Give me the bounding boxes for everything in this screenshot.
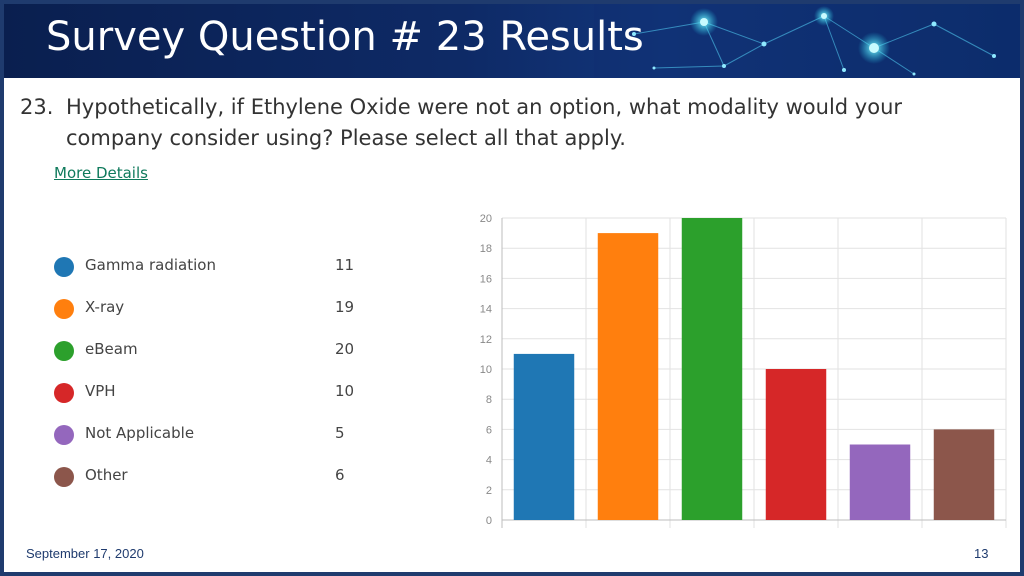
legend-label: Not Applicable	[85, 424, 195, 442]
legend-swatch	[54, 257, 74, 277]
legend-item: VPH 10	[52, 380, 372, 422]
y-tick-label: 18	[480, 243, 492, 255]
legend-label: VPH	[85, 382, 116, 400]
y-tick-label: 16	[480, 273, 492, 285]
page-number: 13	[974, 546, 989, 561]
y-tick-label: 4	[486, 455, 492, 467]
legend-item: Other 6	[52, 464, 372, 506]
legend-item: X-ray 19	[52, 296, 372, 338]
footer-date: September 17, 2020	[26, 546, 144, 561]
legend-count: 11	[335, 256, 355, 274]
title-banner: Survey Question # 23 Results	[4, 4, 1020, 78]
legend-count: 5	[335, 424, 345, 442]
legend: Gamma radiation 11 X-ray 19 eBeam 20 VPH…	[52, 254, 372, 506]
y-tick-label: 0	[486, 515, 492, 527]
y-tick-label: 12	[480, 334, 492, 346]
legend-count: 20	[335, 340, 355, 358]
question-text: Hypothetically, if Ethylene Oxide were n…	[66, 95, 903, 150]
y-tick-label: 14	[480, 304, 492, 316]
y-tick-label: 8	[486, 394, 492, 406]
bar-x-ray	[597, 233, 659, 520]
more-details-link[interactable]: More Details	[54, 164, 148, 182]
y-tick-label: 20	[480, 213, 492, 225]
bar-vph	[765, 369, 827, 520]
legend-swatch	[54, 467, 74, 487]
question-number: 23.	[20, 95, 54, 119]
legend-swatch	[54, 383, 74, 403]
bar-other	[933, 429, 995, 520]
y-tick-label: 2	[486, 485, 492, 497]
bar-ebeam	[681, 218, 743, 520]
y-tick-label: 6	[486, 424, 492, 436]
legend-label: eBeam	[85, 340, 138, 358]
legend-swatch	[54, 425, 74, 445]
legend-count: 10	[335, 382, 355, 400]
page-title: Survey Question # 23 Results	[46, 14, 644, 60]
network-graphic	[594, 4, 1020, 78]
legend-item: Not Applicable 5	[52, 422, 372, 464]
bar-not-applicable	[849, 444, 911, 520]
legend-count: 19	[335, 298, 355, 316]
legend-item: Gamma radiation 11	[52, 254, 372, 296]
y-tick-label: 10	[480, 364, 492, 376]
legend-label: Gamma radiation	[85, 256, 216, 274]
legend-label: Other	[85, 466, 128, 484]
legend-swatch	[54, 299, 74, 319]
bar-gamma-radiation	[513, 353, 575, 520]
legend-item: eBeam 20	[52, 338, 372, 380]
legend-count: 6	[335, 466, 345, 484]
legend-label: X-ray	[85, 298, 125, 316]
bar-chart: 0 2 4 6 8 10 12 14 16 18 20	[480, 213, 1007, 528]
legend-swatch	[54, 341, 74, 361]
